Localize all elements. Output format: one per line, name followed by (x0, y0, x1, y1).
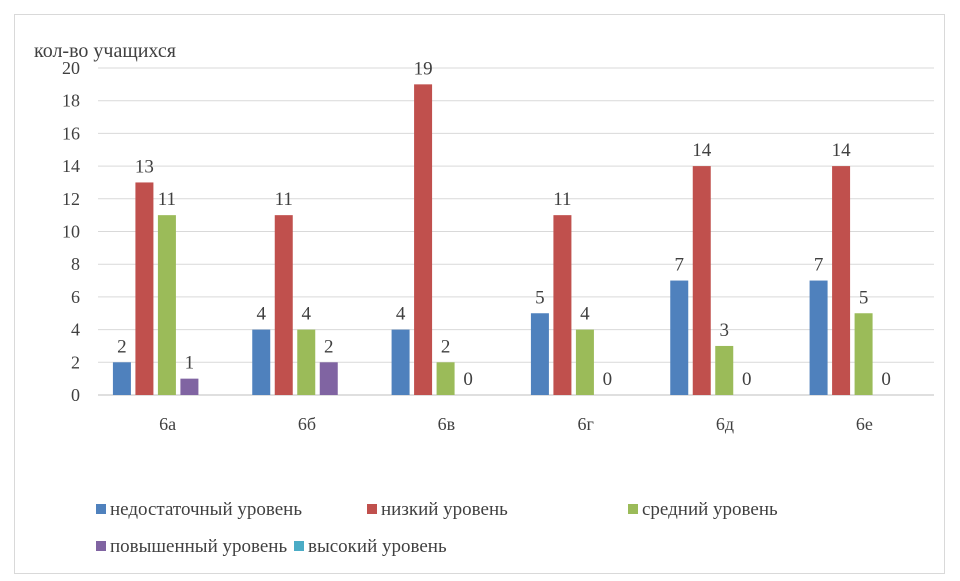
bar (715, 345, 734, 395)
legend-label: повышенный уровень (110, 536, 287, 557)
bar (274, 215, 293, 395)
data-label: 4 (580, 304, 590, 325)
x-tick-label: 6д (716, 414, 734, 434)
bar (319, 362, 338, 395)
bar (391, 329, 410, 395)
data-label: 7 (675, 255, 685, 276)
bar (530, 313, 549, 395)
legend-label: высокий уровень (308, 536, 447, 557)
legend-label: средний уровень (642, 499, 778, 520)
bar (832, 166, 851, 395)
x-tick-label: 6г (577, 414, 593, 434)
bar (553, 215, 572, 395)
bar (135, 182, 154, 395)
y-tick-label: 14 (62, 156, 80, 176)
bar (252, 329, 271, 395)
data-label: 14 (832, 140, 852, 161)
y-tick-label: 18 (62, 91, 80, 111)
x-tick-label: 6е (856, 414, 873, 434)
data-label: 14 (692, 140, 712, 161)
data-label: 3 (720, 320, 730, 341)
bar (854, 313, 873, 395)
bar (670, 280, 689, 395)
y-axis-ticks: 0 2 4 6 8 10 12 14 16 18 20 (62, 58, 80, 405)
gridlines (98, 67, 934, 396)
legend: недостаточный уровень низкий уровень средн… (96, 499, 778, 557)
y-axis-title: кол-во учащихся (34, 40, 176, 62)
bar (414, 84, 433, 395)
data-label: 11 (275, 189, 293, 210)
data-label: 2 (441, 336, 451, 357)
legend-label: низкий уровень (381, 499, 508, 520)
x-tick-label: 6в (438, 414, 456, 434)
y-tick-label: 20 (62, 58, 80, 78)
legend-swatch (96, 504, 106, 514)
data-label: 19 (414, 58, 433, 79)
data-label: 4 (257, 304, 267, 325)
y-tick-label: 10 (62, 222, 80, 242)
legend-swatch (96, 541, 106, 551)
data-label: 11 (158, 189, 176, 210)
data-label: 4 (396, 304, 406, 325)
data-label: 5 (535, 287, 545, 308)
y-tick-label: 6 (71, 287, 80, 307)
bar (180, 378, 199, 395)
bar (436, 362, 455, 395)
data-label: 2 (324, 336, 334, 357)
legend-label: недостаточный уровень (110, 499, 302, 520)
y-tick-label: 12 (62, 189, 80, 209)
data-label: 4 (302, 304, 312, 325)
data-label: 11 (553, 189, 571, 210)
y-tick-label: 0 (71, 385, 80, 405)
data-label: 7 (814, 255, 824, 276)
legend-swatch (367, 504, 377, 514)
data-label: 2 (117, 336, 127, 357)
legend-swatch (294, 541, 304, 551)
data-label: 0 (881, 369, 891, 390)
x-axis-ticks: 6а 6б 6в 6г 6д 6е (159, 414, 873, 434)
bar (157, 215, 176, 395)
data-label: 0 (742, 369, 752, 390)
y-tick-label: 2 (71, 352, 80, 372)
bar (112, 362, 131, 395)
y-tick-label: 4 (71, 320, 80, 340)
y-tick-label: 8 (71, 254, 80, 274)
x-tick-label: 6а (159, 414, 176, 434)
x-tick-label: 6б (298, 414, 316, 434)
data-label: 5 (859, 287, 869, 308)
data-label: 0 (603, 369, 613, 390)
bar (575, 329, 594, 395)
bar (809, 280, 828, 395)
data-label: 13 (135, 156, 154, 177)
data-label: 1 (185, 353, 195, 374)
bars (112, 84, 873, 395)
legend-swatch (628, 504, 638, 514)
y-tick-label: 16 (62, 123, 80, 143)
data-label: 0 (463, 369, 473, 390)
bar (297, 329, 316, 395)
bar (692, 166, 711, 395)
